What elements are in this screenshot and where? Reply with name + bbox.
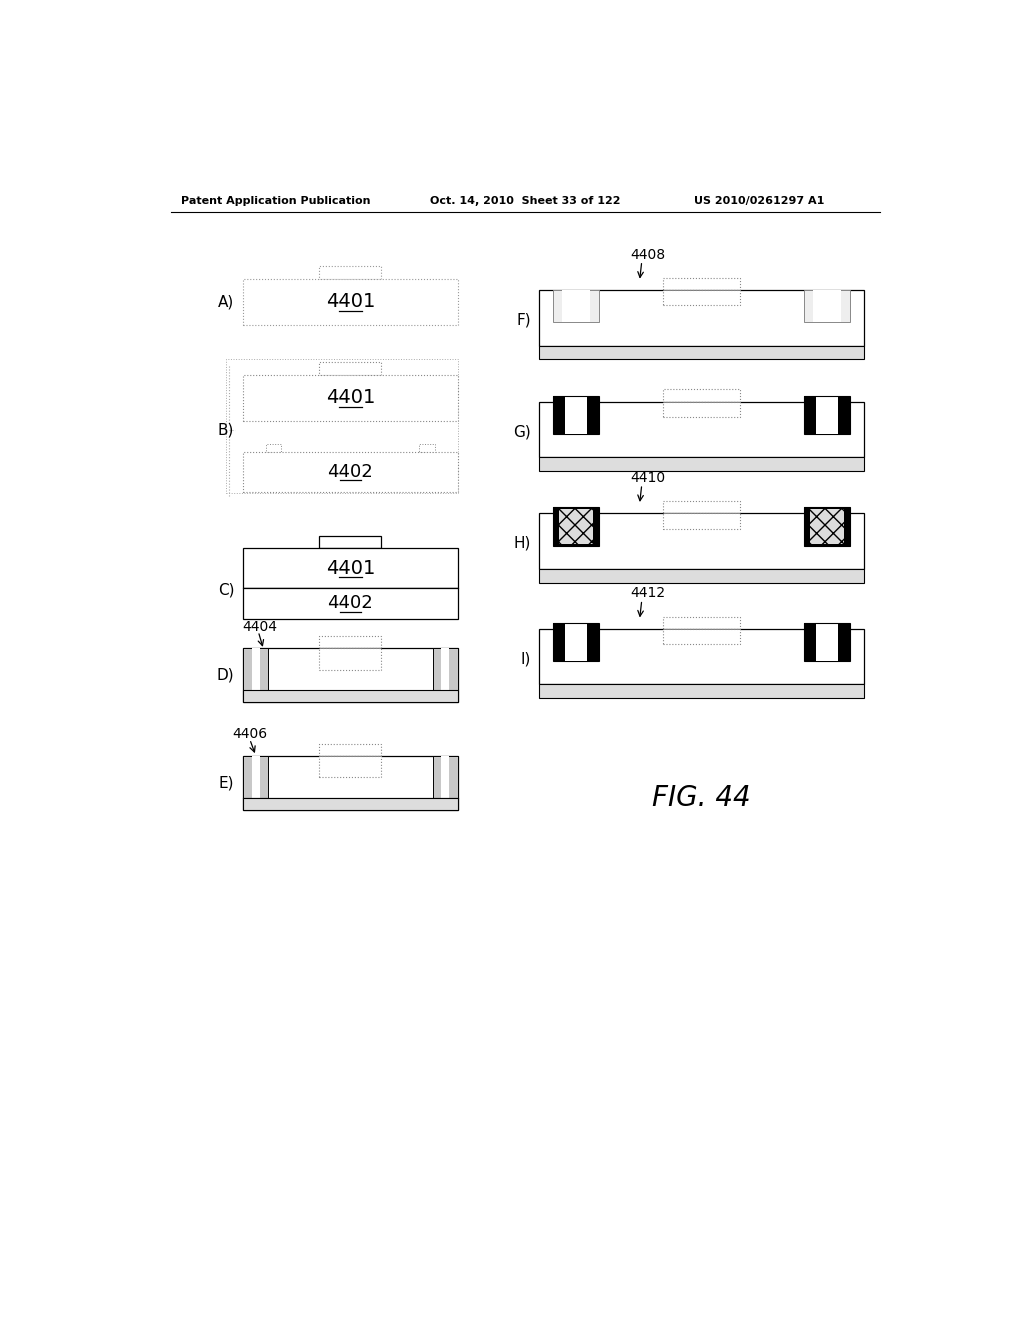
Bar — [433, 648, 458, 690]
Bar — [663, 277, 740, 290]
Text: A): A) — [218, 294, 234, 309]
Bar — [804, 396, 850, 434]
Bar — [319, 536, 381, 548]
Bar — [663, 628, 740, 644]
Bar — [663, 401, 740, 417]
Bar — [433, 756, 458, 799]
Bar — [804, 396, 816, 434]
Bar — [243, 375, 458, 421]
Text: Oct. 14, 2010  Sheet 33 of 122: Oct. 14, 2010 Sheet 33 of 122 — [430, 195, 621, 206]
Bar — [553, 396, 599, 434]
Bar — [553, 396, 565, 434]
Bar — [243, 589, 458, 619]
Text: 4401: 4401 — [326, 558, 375, 578]
Bar — [804, 507, 850, 545]
Bar — [587, 396, 599, 434]
Bar — [243, 690, 458, 702]
Bar — [319, 756, 381, 777]
Bar — [539, 401, 864, 457]
Bar — [587, 623, 599, 661]
Bar — [663, 616, 740, 628]
Bar — [556, 508, 596, 544]
Bar — [565, 401, 587, 434]
Bar — [243, 756, 267, 799]
Text: 4412: 4412 — [630, 586, 666, 601]
Text: 4402: 4402 — [328, 594, 374, 612]
Bar — [663, 513, 740, 529]
Text: H): H) — [514, 536, 531, 550]
Text: C): C) — [218, 583, 234, 598]
Text: F): F) — [516, 313, 531, 327]
Bar — [838, 396, 850, 434]
Bar — [319, 648, 381, 669]
Bar — [243, 799, 458, 810]
Bar — [539, 346, 864, 359]
Bar — [319, 636, 381, 648]
Text: 4401: 4401 — [326, 292, 375, 312]
Bar — [539, 513, 864, 569]
Bar — [553, 623, 565, 661]
Text: US 2010/0261297 A1: US 2010/0261297 A1 — [693, 195, 824, 206]
Text: Patent Application Publication: Patent Application Publication — [180, 195, 371, 206]
Bar — [243, 451, 458, 492]
Bar — [553, 623, 599, 661]
Bar — [225, 359, 458, 494]
Bar — [539, 569, 864, 582]
Text: 4410: 4410 — [630, 471, 666, 484]
Bar — [243, 279, 458, 325]
Text: 4402: 4402 — [328, 463, 374, 480]
Bar — [243, 756, 458, 810]
Bar — [663, 389, 740, 401]
Text: FIG. 44: FIG. 44 — [652, 784, 751, 812]
Bar — [539, 628, 864, 684]
Text: 4401: 4401 — [326, 388, 375, 408]
Text: 4406: 4406 — [232, 727, 267, 742]
Bar — [319, 363, 381, 375]
Text: 4404: 4404 — [243, 619, 278, 634]
Bar — [562, 290, 590, 322]
Bar — [807, 508, 847, 544]
Bar — [663, 290, 740, 305]
Bar — [553, 507, 599, 545]
Bar — [804, 507, 810, 545]
Bar — [804, 623, 816, 661]
Bar — [816, 628, 838, 661]
Text: D): D) — [216, 668, 234, 682]
Text: 4408: 4408 — [630, 248, 666, 261]
Bar — [539, 290, 864, 346]
Bar — [243, 648, 458, 702]
Bar — [243, 548, 458, 589]
Bar — [539, 684, 864, 698]
Bar — [553, 507, 559, 545]
Bar — [804, 623, 850, 661]
Bar — [266, 444, 282, 451]
Bar — [565, 628, 587, 661]
Bar — [593, 507, 599, 545]
Bar — [252, 648, 260, 690]
Bar — [816, 401, 838, 434]
Bar — [539, 457, 864, 471]
Bar — [441, 756, 449, 799]
Bar — [844, 507, 850, 545]
Bar — [243, 648, 267, 690]
Text: E): E) — [219, 775, 234, 791]
Bar — [252, 756, 260, 799]
Bar — [804, 290, 850, 322]
Bar — [319, 743, 381, 756]
Bar — [813, 290, 841, 322]
Bar — [553, 290, 599, 322]
Bar — [838, 623, 850, 661]
Text: B): B) — [218, 422, 234, 438]
Bar — [420, 444, 435, 451]
Bar — [319, 267, 381, 279]
Text: G): G) — [513, 424, 531, 440]
Text: I): I) — [520, 651, 531, 667]
Bar — [441, 648, 449, 690]
Bar — [663, 502, 740, 513]
